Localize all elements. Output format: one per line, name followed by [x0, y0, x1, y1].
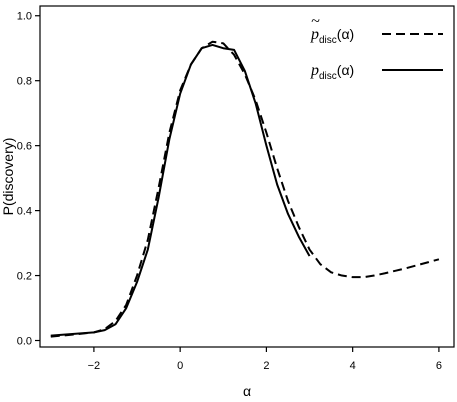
legend-tilde: ~ [311, 13, 320, 30]
x-tick-label: 4 [350, 360, 356, 372]
x-tick-label: 2 [263, 360, 269, 372]
legend-entry: pdisc(α) [310, 62, 443, 82]
solid-series-line [50, 43, 311, 337]
plot-border [39, 5, 455, 348]
plot-frame [39, 5, 455, 348]
series-lines [50, 40, 440, 338]
x-tick-label: 6 [436, 360, 442, 372]
legend: pdisc(α)~pdisc(α) [310, 13, 443, 82]
axis-ticks: −2 0 2 4 6 0.0 0.2 0.4 0.6 0.8 1.0 [17, 11, 442, 372]
legend-entry: pdisc(α)~ [310, 13, 443, 46]
dashed-series-line [50, 40, 440, 338]
y-tick-label: 1.0 [17, 11, 32, 23]
x-tick-label: 0 [177, 360, 183, 372]
y-tick-label: 0.4 [17, 206, 32, 218]
y-tick-label: 0.8 [17, 76, 32, 88]
y-tick-label: 0.0 [17, 336, 32, 348]
legend-label: pdisc(α) [310, 62, 354, 82]
x-axis-label: α [243, 383, 251, 399]
legend-label: pdisc(α) [310, 26, 354, 46]
y-axis-label: P(discovery) [0, 138, 16, 216]
x-tick-label: −2 [88, 360, 101, 372]
y-tick-label: 0.6 [17, 141, 32, 153]
y-tick-label: 0.2 [17, 271, 32, 283]
